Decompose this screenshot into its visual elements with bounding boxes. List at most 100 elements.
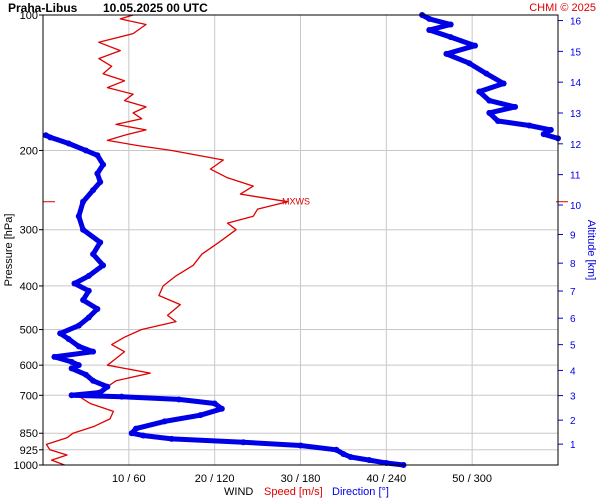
wind-direction-point: [486, 97, 493, 104]
wind-direction-point: [426, 15, 433, 22]
wind-direction-point: [97, 389, 104, 396]
wind-direction-point: [85, 272, 92, 279]
wind-direction-point: [483, 70, 490, 77]
wind-direction-point: [447, 34, 454, 41]
wind-direction-point: [128, 430, 135, 437]
wind-direction-point: [94, 170, 101, 177]
wind-direction-point: [240, 439, 247, 446]
wind-tick-label: 10 / 60: [112, 473, 146, 485]
altitude-tick-label: 16: [570, 17, 582, 28]
wind-direction-point: [547, 126, 554, 133]
wind-direction-point: [447, 21, 454, 28]
wind-direction-point: [526, 122, 533, 129]
wind-direction-point: [100, 161, 107, 168]
altitude-tick-label: 9: [570, 230, 576, 241]
wind-direction-point: [476, 88, 483, 95]
wind-direction-point: [42, 132, 49, 139]
wind-direction-point: [347, 454, 354, 461]
wind-direction-point: [94, 305, 101, 312]
altitude-tick-label: 3: [570, 392, 576, 403]
pressure-tick-label: 500: [20, 325, 38, 337]
wind-direction-point: [51, 353, 58, 360]
wind-direction-point: [140, 432, 147, 439]
wind-tick-label: 50 / 300: [452, 473, 492, 485]
wind-direction-point: [218, 405, 225, 412]
wind-direction-point: [540, 131, 547, 138]
wind-direction-point: [90, 251, 97, 258]
wind-direction-point: [75, 343, 82, 350]
credit-text: CHMI © 2025: [529, 2, 596, 14]
wind-axis-prefix: WIND: [224, 486, 253, 498]
right-axis-title: Altitude [km]: [585, 220, 597, 281]
wind-direction-point: [197, 412, 204, 419]
wind-direction-point: [472, 42, 479, 49]
altitude-tick-label: 14: [570, 78, 582, 89]
pressure-tick-label: 100: [20, 10, 38, 22]
wind-direction-point: [366, 457, 373, 464]
speed-axis-title: Speed [m/s]: [264, 486, 323, 498]
sounding-datetime: 10.05.2025 00 UTC: [103, 1, 208, 15]
pressure-tick-label: 700: [20, 390, 38, 402]
left-axis-title: Pressure [hPa]: [3, 214, 15, 287]
wind-tick-label: 30 / 180: [281, 473, 321, 485]
wind-speed-line: [45, 14, 289, 466]
wind-direction-point: [65, 140, 72, 147]
altitude-tick-label: 1: [570, 440, 576, 451]
wind-direction-point: [82, 147, 89, 154]
wind-direction-point: [85, 314, 92, 321]
wind-direction-point: [71, 280, 78, 287]
wind-direction-point: [68, 392, 75, 399]
pressure-tick-label: 200: [20, 145, 38, 157]
wind-direction-point: [211, 400, 218, 407]
altitude-tick-label: 7: [570, 287, 576, 298]
wind-direction-point: [97, 178, 104, 185]
wind-direction-point: [75, 362, 82, 369]
altitude-tick-label: 15: [570, 47, 582, 58]
altitude-tick-label: 8: [570, 259, 576, 270]
altitude-tick-label: 12: [570, 140, 582, 151]
wind-direction-point: [65, 336, 72, 343]
pressure-tick-label: 600: [20, 360, 38, 372]
altitude-tick-label: 5: [570, 341, 576, 352]
pressure-tick-label: 300: [20, 225, 38, 237]
wind-direction-point: [85, 287, 92, 294]
wind-direction-point: [97, 239, 104, 246]
wind-direction-point: [100, 262, 107, 269]
wind-direction-point: [118, 393, 125, 400]
wind-direction-point: [168, 435, 175, 442]
wind-tick-label: 20 / 120: [195, 473, 235, 485]
wind-direction-point: [494, 117, 501, 124]
wind-direction-point: [333, 446, 340, 453]
wind-direction-point: [68, 358, 75, 365]
wind-tick-label: 40 / 240: [366, 473, 406, 485]
pressure-tick-label: 925: [20, 445, 38, 457]
wind-direction-point: [466, 60, 473, 67]
wind-direction-point: [90, 348, 97, 355]
altitude-tick-label: 13: [570, 109, 582, 120]
plot-frame: [42, 14, 559, 466]
wind-direction-point: [512, 103, 519, 110]
station-name: Praha-Libus: [8, 1, 78, 15]
wind-direction-point: [80, 297, 87, 304]
data-series: [42, 12, 561, 468]
wind-direction-point: [426, 27, 433, 34]
wind-direction-point: [80, 226, 87, 233]
wind-direction-point: [500, 80, 507, 87]
wind-direction-point: [297, 442, 304, 449]
altitude-tick-label: 10: [570, 201, 582, 212]
wind-direction-point: [68, 365, 75, 372]
wind-direction-point: [57, 330, 64, 337]
wind-direction-point: [90, 377, 97, 384]
wind-direction-point: [132, 425, 139, 432]
wind-direction-point: [104, 383, 111, 390]
pressure-tick-label: 400: [20, 281, 38, 293]
wind-direction-point: [80, 198, 87, 205]
wind-direction-point: [94, 152, 101, 159]
altitude-tick-label: 6: [570, 314, 576, 325]
wind-direction-point: [75, 213, 82, 220]
altitude-tick-label: 2: [570, 416, 576, 427]
wind-direction-point: [90, 187, 97, 194]
altitude-tick-label: 11: [570, 171, 581, 182]
